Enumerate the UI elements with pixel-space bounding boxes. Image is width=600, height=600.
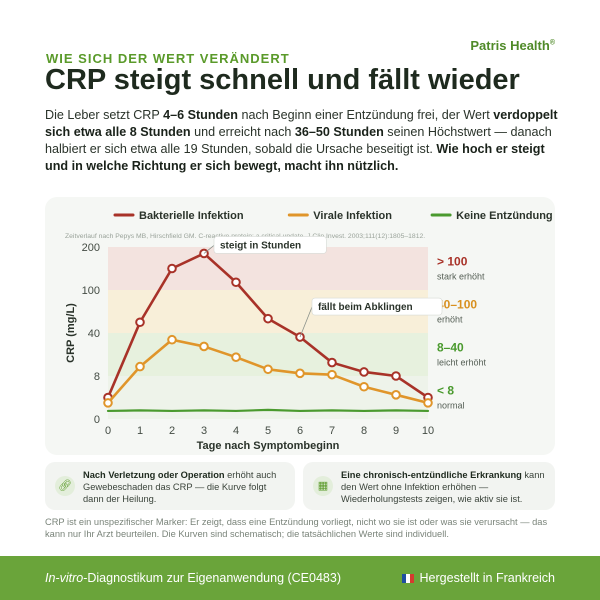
data-point — [263, 364, 273, 375]
flag-stripe — [401, 574, 406, 583]
data-point — [295, 368, 305, 379]
data-point — [359, 367, 369, 377]
band-4 — [108, 376, 428, 419]
band-range-label: 40–100 — [437, 298, 477, 312]
x-tick-label: 10 — [422, 425, 434, 437]
brand-logo: Patris Health® — [470, 38, 555, 53]
intro-text: Die Leber setzt CRP — [45, 108, 164, 122]
data-point — [103, 398, 113, 408]
link-icon: 🔗︎ — [55, 476, 75, 496]
x-tick-label: 9 — [393, 425, 399, 437]
data-point — [167, 334, 177, 345]
data-point — [263, 313, 273, 324]
note-bold: Eine chronisch-entzündliche Erkrankung — [341, 470, 522, 480]
x-tick-label: 4 — [233, 425, 239, 437]
note-body: erhöht auch Gewebeschaden das CRP — die … — [83, 470, 277, 504]
data-point — [231, 352, 241, 362]
x-axis-title: Tage nach Symptombeginn — [197, 440, 340, 452]
band-1 — [108, 247, 428, 290]
note-card-injury: 🔗︎ Nach Verletzung oder Operation erhöht… — [45, 462, 295, 510]
x-tick-label: 7 — [329, 425, 335, 437]
band-range-label: 8–40 — [437, 341, 464, 355]
y-tick-label: 100 — [82, 285, 100, 297]
france-flag-icon — [401, 572, 414, 583]
footer-ivd-rest: -Diagnostikum zur Eigenanwendung (CE0483… — [83, 571, 341, 585]
legend-label: Virale Infektion — [313, 210, 392, 222]
note-card-chronic: ▦ Eine chronisch-entzündliche Erkrankung… — [303, 462, 555, 510]
flag-stripe — [405, 574, 410, 583]
data-point — [327, 369, 337, 380]
note-body: kann den Wert ohne Infektion erhöhen — W… — [341, 470, 545, 504]
intro-emphasis: 4–6 Stunden — [163, 108, 238, 122]
disclaimer-text: CRP ist ein unspezifischer Marker: Er ze… — [45, 517, 548, 539]
x-tick-label: 8 — [361, 425, 367, 437]
data-point — [199, 341, 209, 352]
intro-emphasis: verdoppelt sich etwa alle 8 Stunden — [45, 108, 558, 139]
intro-text: und erreicht nach — [190, 125, 295, 139]
data-point — [423, 398, 433, 408]
x-tick-label: 1 — [137, 425, 143, 437]
notes-row: 🔗︎ Nach Verletzung oder Operation erhöht… — [45, 462, 555, 512]
band-range-label: < 8 — [437, 384, 454, 398]
intro-emphasis: 36–50 Stunden — [294, 125, 384, 139]
footer-made-in: Hergestellt in Frankreich — [401, 571, 555, 585]
annotation-label: steigt in Stunden — [220, 240, 301, 251]
y-tick-label: 200 — [82, 242, 100, 254]
data-point — [231, 277, 241, 288]
x-tick-label: 5 — [265, 425, 271, 437]
band-desc-label: normal — [437, 401, 465, 411]
x-tick-label: 6 — [297, 425, 303, 437]
chart-card: > 100 stark erhöht 40–100 erhöht 8–40 leicht … — [45, 197, 555, 455]
flag-stripe — [409, 574, 414, 583]
x-tick-label: 0 — [105, 425, 111, 437]
brand-name: Patris Health — [470, 38, 550, 53]
band-desc-label: leicht erhöht — [437, 358, 487, 368]
y-axis-title: CRP (mg/L) — [65, 303, 77, 363]
footer-ivd-italic: In-vitro — [45, 571, 84, 585]
data-point — [391, 390, 401, 400]
intro-text: nach Beginn einer Entzündung frei, der W… — [237, 108, 494, 122]
legend-label: Keine Entzündung — [456, 210, 553, 222]
data-point — [135, 361, 145, 372]
calendar-icon: ▦ — [313, 476, 333, 496]
intro-text: seinen Höchstwert — danach halbiert er s… — [45, 125, 552, 156]
band-desc-label: erhöht — [437, 315, 463, 325]
x-tick-label: 3 — [201, 425, 207, 437]
note-bold: Nach Verletzung oder Operation — [83, 470, 225, 480]
data-point — [135, 317, 145, 328]
section-kicker: WIE SICH DER WERT VERÄNDERT — [46, 51, 290, 66]
annotation-box — [311, 297, 443, 316]
note-text: Eine chronisch-entzündliche Erkrankung k… — [341, 469, 547, 505]
x-tick-label: 2 — [169, 425, 175, 437]
page-title: CRP steigt schnell und fällt wieder — [45, 64, 520, 96]
band-range-label: > 100 — [437, 255, 468, 269]
y-tick-label: 40 — [88, 328, 100, 340]
series-line — [106, 408, 430, 413]
annotation-leader — [203, 245, 215, 254]
registered-mark: ® — [549, 39, 555, 47]
footer-ivd-label: In-vitro-Diagnostikum zur Eigenanwendung… — [45, 571, 341, 585]
intro-emphasis: Wie hoch er steigt und in welche Richtun… — [45, 142, 545, 173]
data-point — [359, 381, 369, 392]
footer-bar: In-vitro-Diagnostikum zur Eigenanwendung… — [0, 556, 600, 600]
data-point — [391, 371, 401, 381]
crp-line-chart: > 100 stark erhöht 40–100 erhöht 8–40 leicht … — [65, 210, 553, 452]
intro-paragraph: Die Leber setzt CRP 4–6 Stunden nach Beg… — [45, 107, 560, 175]
legend-label: Bakterielle Infektion — [139, 210, 244, 222]
data-point — [327, 357, 337, 368]
note-text: Nach Verletzung oder Operation erhöht au… — [83, 469, 287, 505]
annotation-leader — [299, 306, 313, 338]
y-tick-label: 8 — [94, 371, 100, 383]
footer-made-in-label: Hergestellt in Frankreich — [419, 571, 555, 585]
y-tick-label: 0 — [94, 414, 100, 426]
annotation-box — [213, 236, 327, 254]
annotation-label: fällt beim Abklingen — [318, 302, 413, 313]
data-point — [167, 263, 177, 274]
band-desc-label: stark erhöht — [437, 272, 485, 282]
